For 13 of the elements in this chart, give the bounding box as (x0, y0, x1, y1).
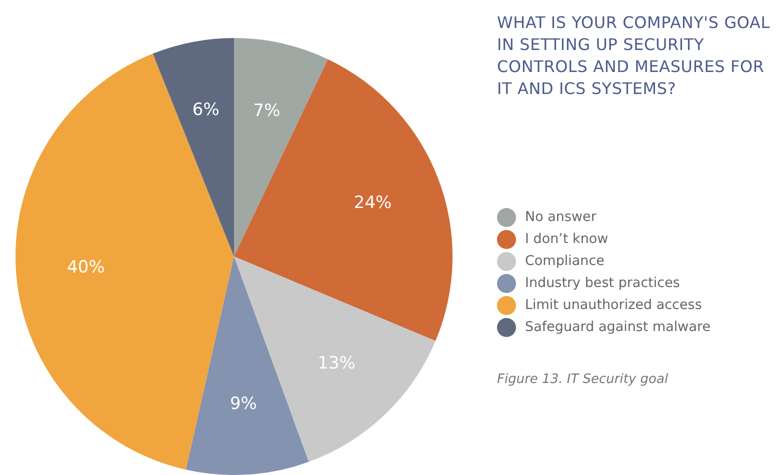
text: WHAT IS YOUR COMPANY'S GOAL IN SETTING UP SECURITY CONTROLS AND MEASURES FOR IT AND ICS SYSTEMS? (497, 12, 771, 100)
data-label: 40% (66, 258, 105, 278)
legend-label: Limit unauthorized access (525, 297, 702, 313)
data-label: 9% (230, 394, 257, 414)
legend-label: Industry best practices (525, 275, 680, 291)
legend-label: I don’t know (525, 231, 608, 247)
data-label: 7% (253, 100, 280, 121)
data-label: 6% (192, 100, 220, 120)
legend-label: Safeguard against malware (525, 319, 711, 335)
legend-label: Compliance (525, 253, 604, 269)
legend-label: No answer (525, 209, 596, 225)
data-label: 24% (354, 192, 392, 213)
caption: Figure 13. IT Security goal (497, 372, 668, 387)
